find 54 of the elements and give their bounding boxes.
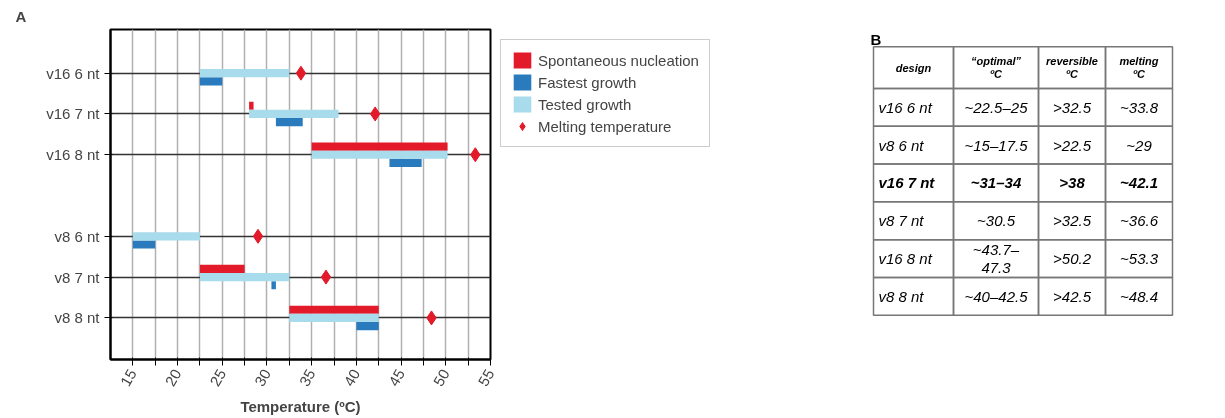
x-tick-label: 20 [161,366,185,389]
text: >50.2 [1053,250,1092,268]
x-tick-label: 15 [116,366,140,389]
text: ~53.3 [1120,250,1159,268]
text: ~36.6 [1120,212,1159,230]
text: >32.5 [1053,98,1092,116]
x-tick-label: 50 [429,366,453,389]
text: v8 6 nt [878,136,925,154]
category-label: design [895,61,932,74]
category-label: “optimal” ºC [970,55,1022,81]
legend-label: Fastest growth [538,73,637,91]
point [252,228,264,244]
text: ~30.5 [977,212,1016,230]
y-tick-label: v16 7 nt [46,105,101,123]
y-tick-label: v16 8 nt [46,146,101,164]
point [295,65,307,81]
y-tick-label: v8 6 nt [54,227,101,245]
text: ~48.4 [1120,287,1158,305]
text: >32.5 [1053,212,1092,230]
text: v8 8 nt [878,287,925,305]
legend-label: Spontaneous nucleation [538,51,699,69]
point [320,269,332,285]
legend-label: Melting temperature [538,117,672,135]
text: >22.5 [1053,136,1092,154]
point [369,106,381,122]
text: ~22.5–25 [964,98,1029,116]
x-tick-label: 45 [384,366,409,389]
text: ~42.1 [1120,174,1158,192]
x-tick-label: 40 [340,366,364,389]
legend-label: Tested growth [538,95,632,113]
text: v8 7 nt [878,212,925,230]
y-tick-label: v16 6 nt [46,64,101,82]
x-tick-label: 35 [295,366,319,389]
text: ~29 [1126,136,1153,154]
text: B [870,31,882,49]
x-tick-label: 25 [206,366,230,389]
text: ~33.8 [1120,98,1159,116]
category-label: melting ºC [1119,55,1159,81]
text: v16 8 nt [878,250,933,268]
text: >42.5 [1053,287,1092,305]
category-label: reversible ºC [1046,55,1098,81]
chart-title: A [15,7,27,25]
text: >38 [1059,174,1086,192]
x-axis-title: Temperature (ºC) [240,397,361,415]
y-tick-label: v8 8 nt [54,309,101,327]
x-tick-label: 30 [250,366,274,389]
text: ~40–42.5 [964,287,1029,305]
text: v16 7 nt [878,174,936,192]
text: ~15–17.5 [964,136,1029,154]
text: ~43.7– 47.3 [972,240,1020,277]
text: ~31–34 [970,174,1022,192]
x-tick-label: 55 [474,366,498,389]
text: v16 6 nt [878,98,933,116]
y-tick-label: v8 7 nt [54,268,101,286]
